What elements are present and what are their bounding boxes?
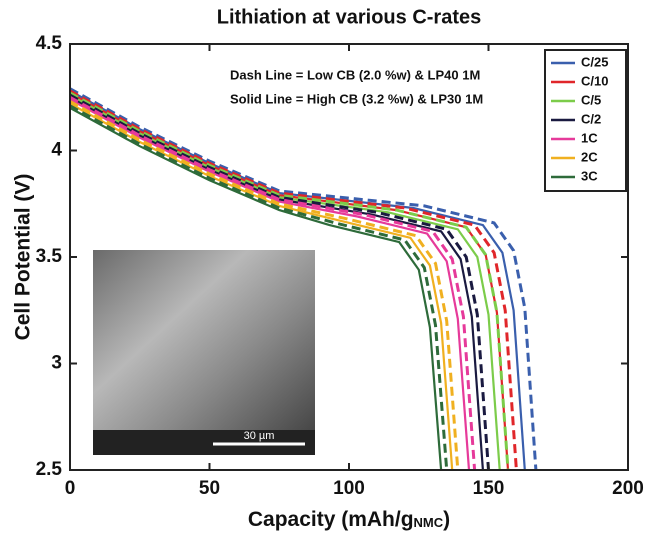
legend-label: 1C bbox=[581, 130, 598, 145]
x-tick-label: 50 bbox=[199, 478, 220, 499]
legend-label: C/10 bbox=[581, 73, 608, 88]
inset-image bbox=[93, 250, 315, 455]
series-line bbox=[69, 100, 460, 471]
annotation: Dash Line = Low CB (2.0 %w) & LP40 1M bbox=[230, 67, 480, 82]
annotation: Solid Line = High CB (3.2 %w) & LP30 1M bbox=[230, 91, 483, 106]
y-axis-label: Cell Potential (V) bbox=[12, 174, 35, 341]
chart-title: Lithiation at various C-rates bbox=[217, 6, 482, 28]
x-axis-label: Capacity (mAh/gNMC) bbox=[248, 508, 450, 531]
series-line bbox=[69, 87, 538, 471]
series-line bbox=[69, 89, 518, 471]
legend-label: C/25 bbox=[581, 54, 608, 69]
series-line bbox=[69, 93, 490, 471]
series-line bbox=[69, 95, 477, 471]
legend-label: 2C bbox=[581, 149, 598, 164]
series-line bbox=[69, 104, 449, 471]
x-axis-label-end: ) bbox=[443, 508, 450, 531]
x-tick-label: 0 bbox=[65, 478, 76, 499]
y-tick-label: 4.5 bbox=[36, 33, 63, 54]
series-line bbox=[69, 102, 454, 471]
y-tick-label: 3.5 bbox=[36, 246, 63, 267]
y-tick-label: 4 bbox=[51, 140, 62, 161]
series-line bbox=[69, 106, 443, 471]
legend-label: C/5 bbox=[581, 92, 601, 107]
series-line bbox=[69, 91, 510, 471]
legend-label: 3C bbox=[581, 168, 598, 183]
y-tick-label: 3 bbox=[51, 353, 62, 374]
inset: 30 µm bbox=[93, 250, 315, 455]
plot-area bbox=[69, 87, 538, 471]
x-axis-label-sub: NMC bbox=[414, 515, 444, 530]
x-tick-label: 200 bbox=[612, 478, 644, 499]
scale-label: 30 µm bbox=[244, 430, 275, 442]
plot-frame bbox=[69, 43, 629, 471]
legend-label: C/2 bbox=[581, 111, 601, 126]
y-tick-label: 2.5 bbox=[36, 459, 63, 480]
series-line bbox=[69, 98, 471, 471]
x-axis-label-main: Capacity (mAh/g bbox=[248, 508, 414, 531]
x-tick-label: 150 bbox=[473, 478, 505, 499]
x-tick-label: 100 bbox=[333, 478, 365, 499]
